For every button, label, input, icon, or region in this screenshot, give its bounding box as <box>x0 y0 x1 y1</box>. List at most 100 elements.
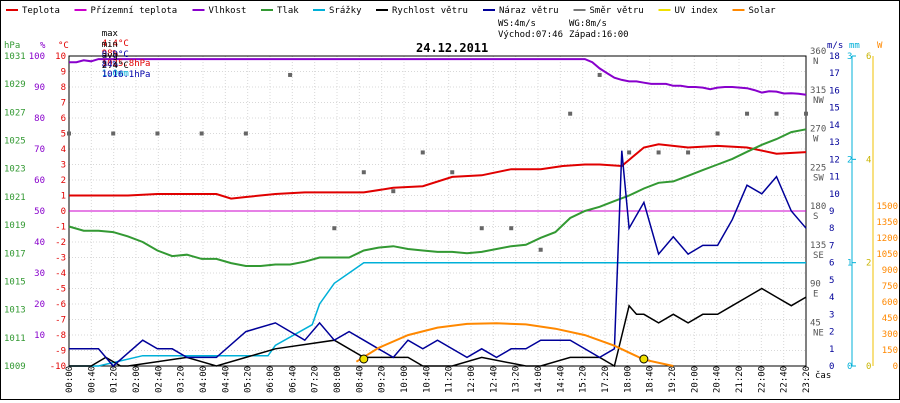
wind-dir-point <box>656 150 661 155</box>
stats-max-label: max <box>101 29 118 39</box>
axis-ms-tick: 17 <box>829 69 840 79</box>
axis-pct-tick: 90 <box>34 83 45 93</box>
wind-dir-point <box>774 111 779 116</box>
axis-ms-tick: 13 <box>829 138 840 148</box>
axis-ms-tick: 3 <box>829 310 834 320</box>
series-srážky <box>69 261 806 367</box>
axis-x-tick: 08:00 <box>333 366 343 393</box>
series-teplota <box>69 143 807 200</box>
axis-x-tick: 12:00 <box>467 366 477 393</box>
stats-rain: 1.0mm <box>101 69 129 79</box>
stats-max-hum: 98% <box>101 49 118 59</box>
sunset-text: Západ:16:00 <box>569 30 629 40</box>
axis-ms-unit: m/s <box>827 41 843 51</box>
axis-w-tick: 750 <box>882 282 898 292</box>
axis-hpa-tick: 1011 <box>4 334 26 344</box>
axis-hpa-unit: hPa <box>4 41 20 51</box>
axis-x-tick: 04:40 <box>221 366 231 393</box>
axis-uv-tick: 0 <box>866 362 871 372</box>
stats-min: min 0.9°C 84% 1016.1hPa <box>80 30 151 90</box>
axis-hpa-tick: 1023 <box>4 165 26 175</box>
axis-hpa-tick: 1019 <box>4 221 26 231</box>
stats-avg-temp: 2.4°C <box>101 61 129 71</box>
axis-x-tick: 09:20 <box>378 366 388 393</box>
axis-pct-tick: 40 <box>34 238 45 248</box>
axis-hpa-tick: 1029 <box>4 80 26 90</box>
series-layer <box>67 58 808 368</box>
axis-pct-tick: 80 <box>34 114 45 124</box>
axis-w-tick: 1200 <box>876 234 898 244</box>
axis-x-tick: 14:40 <box>556 366 566 393</box>
axis-w-tick: 1350 <box>876 218 898 228</box>
axis-degc-tick: 10 <box>55 52 66 62</box>
axis-pct-tick: 50 <box>34 207 45 217</box>
axis-x-tick: 02:00 <box>132 366 142 393</box>
axis-pct-tick: 10 <box>34 331 45 341</box>
axis-x-tick: 11:20 <box>445 366 455 393</box>
wind-gust-info: WG:8m/s <box>569 19 607 29</box>
wind-dir-point <box>538 247 543 252</box>
stats-max: max 4.4°C 98% 1025.8hPa 1.0mm <box>80 19 151 89</box>
axis-mm-tick: 3 <box>847 52 852 62</box>
uv-marker <box>639 354 649 364</box>
axis-w-unit: W <box>877 41 883 51</box>
axis-degc-tick: -2 <box>55 238 66 248</box>
axis-pct-unit: % <box>40 41 46 51</box>
axis-hpa-tick: 1013 <box>4 306 26 316</box>
legend-label-8: UV index <box>675 6 719 16</box>
axis-dir-compass: W <box>813 135 819 145</box>
axis-ms-tick: 1 <box>829 345 834 355</box>
wind-dir-point <box>243 131 248 136</box>
axis-ms-tick: 5 <box>829 276 834 286</box>
stats-min-press: 1016.1hPa <box>101 70 151 80</box>
series-solar <box>355 322 674 367</box>
axis-w-tick: 0 <box>893 362 898 372</box>
axis-degc-tick: -4 <box>55 269 66 279</box>
stats-max-press: 1025.8hPa <box>101 59 151 69</box>
axis-x-tick: 00:00 <box>65 366 75 393</box>
axis-x-tick: 15:20 <box>579 366 589 393</box>
axis-x-tick: 02:40 <box>154 366 164 393</box>
axis-w-tick: 1050 <box>876 250 898 260</box>
axis-hpa-tick: 1017 <box>4 249 26 259</box>
axis-degc-tick: 1 <box>61 192 66 202</box>
legend-label-4: Srážky <box>329 6 362 16</box>
axis-pct-tick: 20 <box>34 300 45 310</box>
axis-ms-tick: 14 <box>829 121 840 131</box>
axis-degc-tick: 2 <box>61 176 66 186</box>
axis-hpa-tick: 1031 <box>4 52 26 62</box>
axis-x-tick: 17:20 <box>601 366 611 393</box>
wind-dir-point <box>391 189 396 194</box>
axis-x-tick: 06:40 <box>288 366 298 393</box>
axis-x-tick: 23:20 <box>802 366 812 393</box>
stats-min-hum: 84% <box>101 60 118 70</box>
axis-dir-compass: SW <box>813 173 824 183</box>
axis-pct-tick: 70 <box>34 145 45 155</box>
wind-dir-point <box>361 170 366 175</box>
axes: hPa% °C1031102910271025102310211019101710… <box>4 41 898 393</box>
axis-mm-tick: 2 <box>847 155 852 165</box>
wind-speed-info: WS:4m/s <box>498 19 536 29</box>
axis-hpa-tick: 1027 <box>4 108 26 118</box>
axis-degc-tick: -8 <box>55 331 66 341</box>
wind-dir-point <box>288 72 293 77</box>
wind-dir-point <box>509 226 514 231</box>
stats-min-label: min <box>101 40 118 50</box>
axis-ms-tick: 0 <box>829 362 834 372</box>
axis-degc-tick: -7 <box>55 316 66 326</box>
axis-ms-tick: 16 <box>829 86 840 96</box>
axis-ms-tick: 10 <box>829 190 840 200</box>
axis-degc-tick: 4 <box>61 145 66 155</box>
axis-x-tick: 10:40 <box>422 366 432 393</box>
axis-hpa-tick: 1009 <box>4 362 26 372</box>
axis-x-tick: 05:20 <box>244 366 254 393</box>
wind-dir-point <box>627 150 632 155</box>
axis-x-tick: 13:20 <box>512 366 522 393</box>
axis-w-tick: 150 <box>882 346 898 356</box>
axis-x-tick: 19:20 <box>668 366 678 393</box>
stats-max-temp: 4.4°C <box>101 39 129 49</box>
axis-ms-tick: 15 <box>829 104 840 114</box>
wind-dir-point <box>420 150 425 155</box>
